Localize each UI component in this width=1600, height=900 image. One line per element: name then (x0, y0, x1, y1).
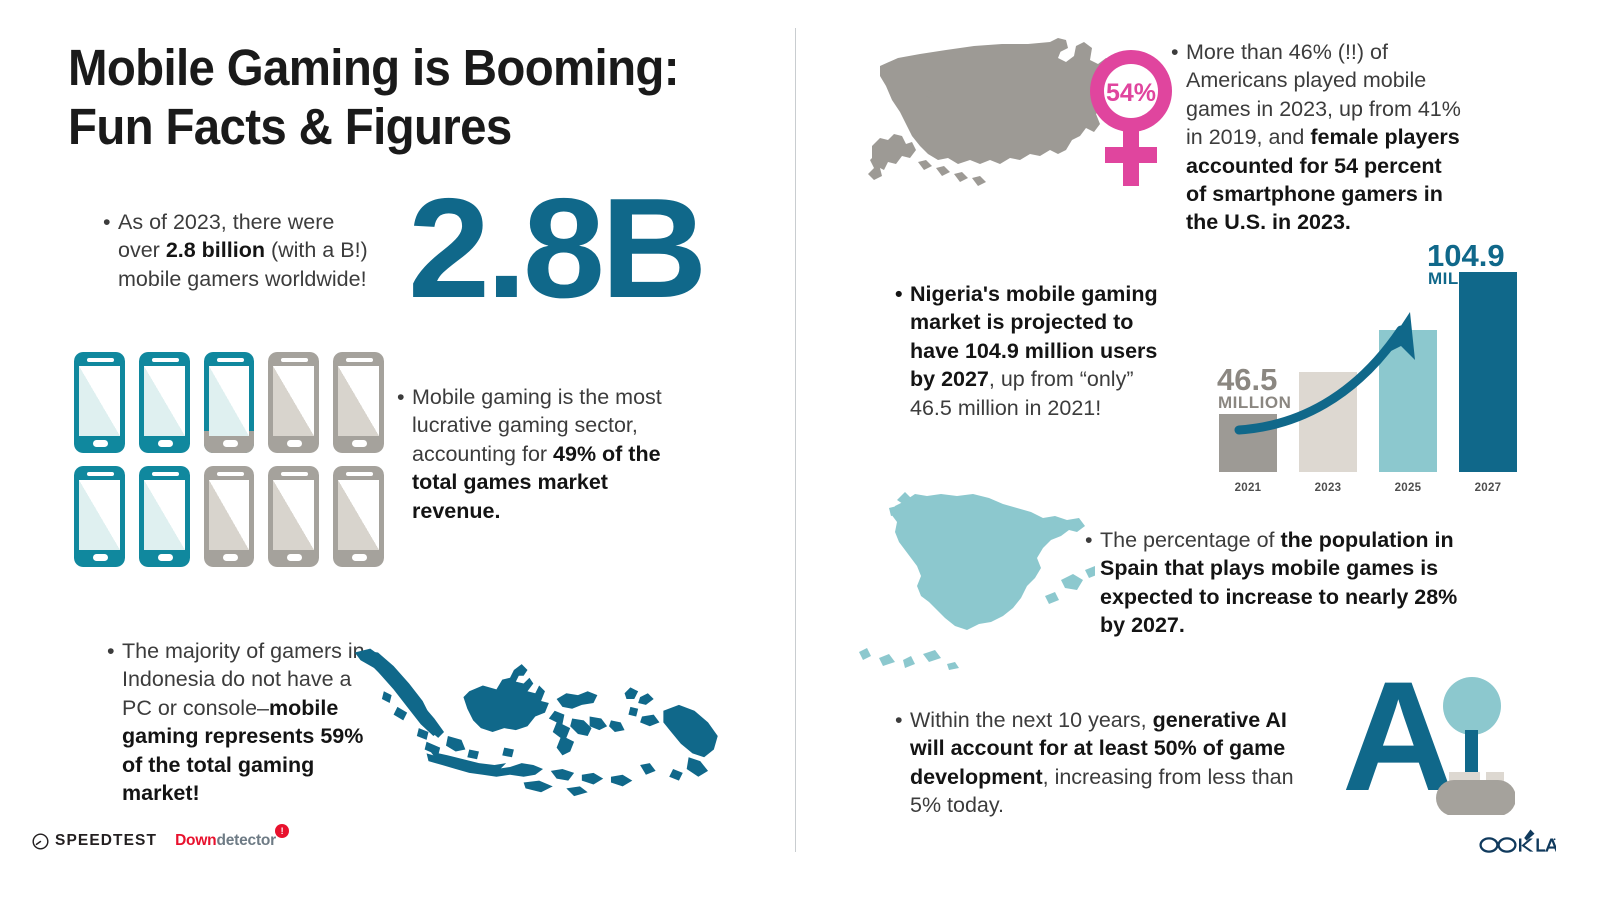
joystick-stick-icon (1465, 730, 1478, 780)
bullet-us-female-players: • More than 46% (!!) of Americans played … (1171, 38, 1464, 237)
bullet-text-post: (with a B!) mobile gamers worldwide! (118, 238, 368, 291)
bullet-text-pre: The majority of gamers in Indonesia do n… (122, 639, 365, 720)
phone-icon-empty (268, 466, 320, 567)
bullet-text-pre: Within the next 10 years, (910, 708, 1153, 732)
ai-letter-a: A (1342, 650, 1455, 815)
bullet-text-bold: female players accounted for 54 percent … (1186, 125, 1460, 235)
bullet-dot: • (895, 282, 903, 306)
page-title: Mobile Gaming is Booming: Fun Facts & Fi… (68, 38, 710, 156)
speedtest-logo: SPEEDTEST (32, 832, 157, 850)
bullet-text-post: . (1344, 210, 1351, 235)
bullet-text-bold: Nigeria's mobile gaming market is projec… (910, 282, 1158, 392)
bullet-text-pre: More than 46% (!!) of Americans played m… (1186, 40, 1461, 150)
us-map (862, 28, 1162, 200)
downdetector-label-red: Down (175, 832, 217, 849)
page-title-line2: Fun Facts & Figures (68, 98, 512, 156)
phone-icon-empty (268, 352, 320, 453)
phone-icon-filled (138, 352, 190, 453)
footer-logos: SPEEDTEST Downdetector ! (32, 824, 290, 850)
column-divider (795, 28, 796, 852)
phone-icon-filled (138, 466, 190, 567)
bar-2027 (1459, 272, 1517, 472)
bar-label-2025: 2025 (1394, 482, 1422, 494)
female-symbol-54-percent: 54% (1082, 48, 1180, 188)
downdetector-logo: Downdetector ! (175, 824, 290, 850)
phone-grid-49-percent (74, 352, 384, 580)
speedtest-label: SPEEDTEST (55, 832, 158, 849)
chart-annotation-2021: 46.5 (1217, 362, 1278, 397)
chart-annotation-2027: 104.9 (1427, 238, 1505, 273)
bullet-text-pre: The percentage of (1100, 528, 1281, 552)
phone-icon-filled (74, 352, 125, 453)
big-stat-2-8b: 2.8B (408, 169, 707, 328)
spain-map (845, 474, 1099, 674)
chart-annotation-2021-unit: MILLION (1218, 393, 1292, 412)
phone-grid-row (74, 466, 384, 567)
joystick-base-icon (1436, 780, 1516, 816)
bullet-text-post: . (1178, 613, 1185, 638)
bullet-generative-ai: • Within the next 10 years, generative AI… (895, 706, 1300, 820)
bullet-dot: • (103, 210, 111, 234)
indonesia-map (330, 635, 725, 800)
downdetector-badge-icon: ! (275, 824, 290, 838)
bullet-text-bold: generative AI will account for at least … (910, 708, 1287, 789)
bullet-lucrative-sector: • Mobile gaming is the most lucrative gam… (397, 383, 682, 525)
bullet-dot: • (1171, 40, 1179, 64)
bullet-text-pre: As of 2023, there were over (118, 210, 335, 263)
bullet-dot: • (1085, 528, 1093, 552)
growth-arrow-icon (1234, 312, 1415, 435)
speedometer-icon (32, 832, 49, 850)
bar-label-2023: 2023 (1314, 482, 1342, 494)
phone-icon-empty (333, 466, 384, 567)
bullet-dot: • (107, 639, 115, 663)
bullet-text-bold: 2.8 billion (165, 238, 265, 263)
phone-icon-empty (333, 352, 384, 453)
phone-icon-empty (203, 466, 255, 567)
bullet-text-pre: Mobile gaming is the most lucrative gami… (412, 385, 662, 466)
bullet-text-bold: 49% of the total games market revenue. (412, 441, 661, 523)
page-title-line1: Mobile Gaming is Booming: (68, 39, 680, 96)
bullet-text-bold: the population in Spain that plays mobil… (1100, 528, 1458, 638)
downdetector-label-gray: detector (216, 832, 277, 849)
nigeria-users-bar-chart: 104.9 MILLION 46.5 MILLION 2021 2023 202… (1205, 238, 1517, 496)
bullet-indonesia: • The majority of gamers in Indonesia do … (107, 637, 372, 807)
bullet-dot: • (397, 385, 405, 409)
venus-percent-label: 54% (1106, 79, 1156, 107)
phone-grid-row (74, 352, 384, 453)
bullet-spain: • The percentage of the population in Spa… (1085, 526, 1460, 640)
phone-icon-partial (203, 352, 255, 453)
bullet-dot: • (895, 708, 903, 732)
bar-label-2021: 2021 (1234, 482, 1262, 494)
bullet-text-normal: , up from “only” 46.5 million in 2021! (910, 367, 1134, 420)
bullet-text-bold: mobile gaming represents 59% of the tota… (122, 695, 364, 805)
phone-icon-filled (74, 466, 125, 567)
ai-joystick-graphic: A (1340, 650, 1516, 824)
bullet-nigeria: • Nigeria's mobile gaming market is proje… (895, 280, 1172, 422)
bullet-worldwide-gamers: • As of 2023, there were over 2.8 billion… (103, 208, 380, 293)
ookla-logo (1478, 828, 1559, 859)
bar-label-2027: 2027 (1474, 482, 1502, 494)
bullet-text-post: , increasing from less than 5% today. (910, 764, 1294, 818)
joystick-ball-icon (1443, 677, 1501, 735)
